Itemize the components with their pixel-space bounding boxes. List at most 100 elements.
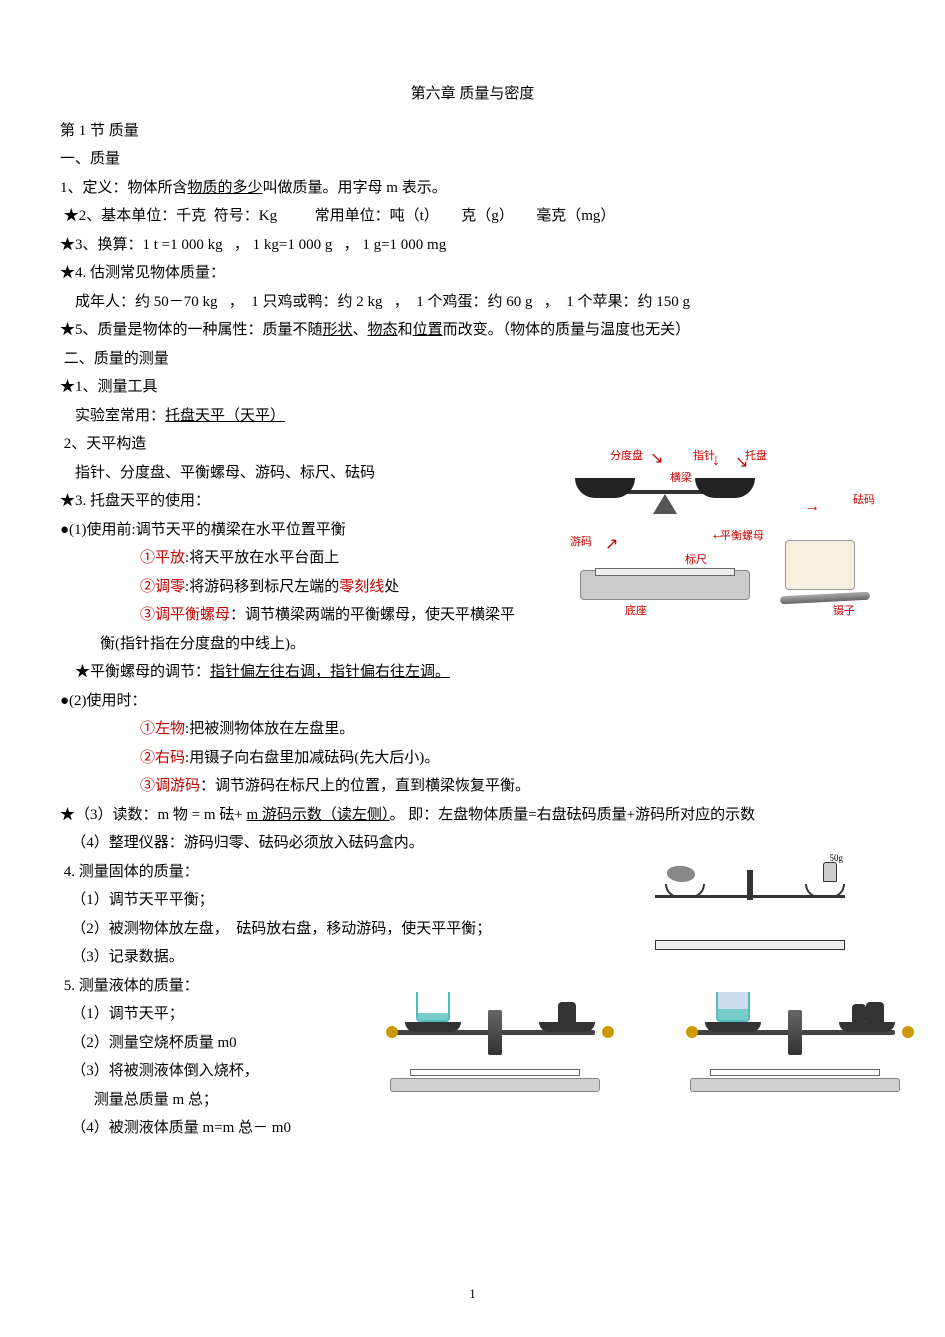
- pointer-shape: [653, 494, 677, 514]
- underline-text: 物态: [368, 322, 398, 338]
- label-biaochi: 标尺: [685, 550, 707, 571]
- label-fendupan: 分度盘: [610, 446, 643, 467]
- step-num: ③: [140, 607, 155, 623]
- underline-text: 物质的多少: [188, 180, 263, 196]
- liquid-step-4: （4）被测液体质量 m=m 总－ m0: [60, 1114, 885, 1143]
- step-key: 调零: [155, 579, 185, 595]
- line-during-use-heading: ●(2)使用时：: [60, 687, 885, 716]
- text: ★（3）读数：m 物 = m 砝+: [60, 807, 247, 823]
- post-shape: [747, 870, 753, 900]
- step-num: ①: [140, 550, 155, 566]
- tweezers-shape: [780, 592, 870, 605]
- base-shape: [655, 940, 845, 950]
- section-1-heading: 第 1 节 质量: [60, 117, 885, 146]
- text: 而改变。（物体的质量与温度也无关）: [443, 322, 691, 338]
- left-pan-shape: [575, 478, 635, 498]
- label-youma: 游码: [570, 532, 592, 553]
- beaker-full-shape: [716, 992, 750, 1022]
- knob-shape: [602, 1026, 614, 1038]
- text: ★5、质量是物体的一种属性：质量不随: [60, 322, 323, 338]
- weight-label: 50g: [830, 850, 844, 867]
- step-num: ①: [140, 721, 155, 737]
- underline-text: 托盘天平（天平）: [165, 408, 285, 424]
- step-key: 调平衡螺母: [155, 607, 230, 623]
- label-fama: 砝码: [853, 490, 875, 511]
- text: :将天平放在水平台面上: [185, 550, 339, 566]
- line-conversion: ★3、换算：1 t =1 000 kg ， 1 kg=1 000 g ， 1 g…: [60, 231, 885, 260]
- text: :用镊子向右盘里加减砝码(先大后小)。: [185, 750, 439, 766]
- underline-text: 形状: [323, 322, 353, 338]
- step-left-object: ①左物:把被测物体放在左盘里。: [60, 715, 885, 744]
- step-key: 平放: [155, 550, 185, 566]
- balance-scale-solid-diagram: 50g: [645, 860, 865, 960]
- weight-shape: [558, 1002, 576, 1024]
- step-num: ②: [140, 750, 155, 766]
- line-balance-rule: ★平衡螺母的调节：指针偏左往右调，指针偏右往左调。: [60, 658, 885, 687]
- balance-scale-labeled-diagram: 分度盘 指针 托盘 横梁 砝码 游码 平衡螺母 标尺 底座 镊子 ↘ ↓ ↘ ↗…: [555, 450, 875, 620]
- text: 和: [398, 322, 413, 338]
- text: 实验室常用：: [60, 408, 165, 424]
- ruler-shape: [410, 1069, 580, 1076]
- arrow-icon: ↘: [735, 448, 748, 478]
- post-shape: [488, 1010, 502, 1055]
- label-hengliang: 横梁: [670, 468, 692, 489]
- arrow-icon: →: [804, 492, 820, 522]
- scale-right: [680, 990, 920, 1100]
- ruler-shape: [595, 568, 735, 576]
- weight-shape: [852, 1004, 866, 1022]
- step-num: ③: [140, 778, 155, 794]
- arrow-icon: ↗: [605, 530, 618, 560]
- text: :将游码移到标尺左端的: [185, 579, 339, 595]
- step-key: 调游码: [155, 778, 200, 794]
- line-units: ★2、基本单位：千克 符号：Kg 常用单位：吨（t） 克（g） 毫克（mg）: [60, 202, 885, 231]
- line-cleanup: （4）整理仪器：游码归零、砝码必须放入砝码盒内。: [60, 829, 885, 858]
- text: :把被测物体放在左盘里。: [185, 721, 354, 737]
- step-key: 右码: [155, 750, 185, 766]
- document-body: 第六章 质量与密度 第 1 节 质量 一、质量 1、定义：物体所含物质的多少叫做…: [60, 80, 885, 1143]
- arrow-icon: ←: [710, 520, 726, 550]
- knob-shape: [386, 1026, 398, 1038]
- base-shape: [390, 1078, 600, 1092]
- text: 1、定义：物体所含: [60, 180, 188, 196]
- heading-measurement: 二、质量的测量: [60, 345, 885, 374]
- left-pan-shape: [405, 1022, 461, 1032]
- left-pan-shape: [705, 1022, 761, 1032]
- text: ：调节横梁两端的平衡螺母，使天平横梁平: [230, 607, 515, 623]
- label-pinghengluomu: 平衡螺母: [720, 526, 764, 547]
- underline-text: m 游码示数（读左侧）: [247, 807, 390, 823]
- line-definition: 1、定义：物体所含物质的多少叫做质量。用字母 m 表示。: [60, 174, 885, 203]
- rock-shape: [667, 866, 695, 882]
- arrow-icon: ↘: [650, 444, 663, 474]
- beaker-shape: [416, 992, 450, 1022]
- line-reading: ★（3）读数：m 物 = m 砝+ m 游码示数（读左侧）。 即：左盘物体质量=…: [60, 801, 885, 830]
- balance-scale-liquid-diagram: [380, 990, 920, 1110]
- base-shape: [690, 1078, 900, 1092]
- text: ★平衡螺母的调节：: [60, 664, 210, 680]
- ruler-shape: [710, 1069, 880, 1076]
- line-tool-value: 实验室常用：托盘天平（天平）: [60, 402, 885, 431]
- line-tool-heading: ★1、测量工具: [60, 373, 885, 402]
- arrow-icon: ↓: [712, 446, 720, 476]
- step-balance-nut-cont: 衡(指针指在分度盘的中线上)。: [60, 630, 885, 659]
- text: 处: [384, 579, 399, 595]
- weight-box-shape: [785, 540, 855, 590]
- step-key: 左物: [155, 721, 185, 737]
- underline-text: 指针偏左往右调，指针偏右往左调。: [210, 664, 450, 680]
- red-text: 零刻线: [339, 579, 384, 595]
- text: 叫做质量。用字母 m 表示。: [263, 180, 447, 196]
- right-pan-shape: [695, 478, 755, 498]
- scale-left: [380, 990, 620, 1100]
- text: 、: [353, 322, 368, 338]
- knob-shape: [686, 1026, 698, 1038]
- chapter-title: 第六章 质量与密度: [60, 80, 885, 109]
- line-estimate-heading: ★4. 估测常见物体质量：: [60, 259, 885, 288]
- page-number: 1: [0, 1282, 945, 1307]
- weight-shape: [866, 1002, 884, 1024]
- label-niezi: 镊子: [833, 601, 855, 622]
- underline-text: 位置: [413, 322, 443, 338]
- heading-mass: 一、质量: [60, 145, 885, 174]
- step-adjust-rider: ③调游码：调节游码在标尺上的位置，直到横梁恢复平衡。: [60, 772, 885, 801]
- line-attribute: ★5、质量是物体的一种属性：质量不随形状、物态和位置而改变。（物体的质量与温度也…: [60, 316, 885, 345]
- text: 。 即：左盘物体质量=右盘砝码质量+游码所对应的示数: [389, 807, 755, 823]
- post-shape: [788, 1010, 802, 1055]
